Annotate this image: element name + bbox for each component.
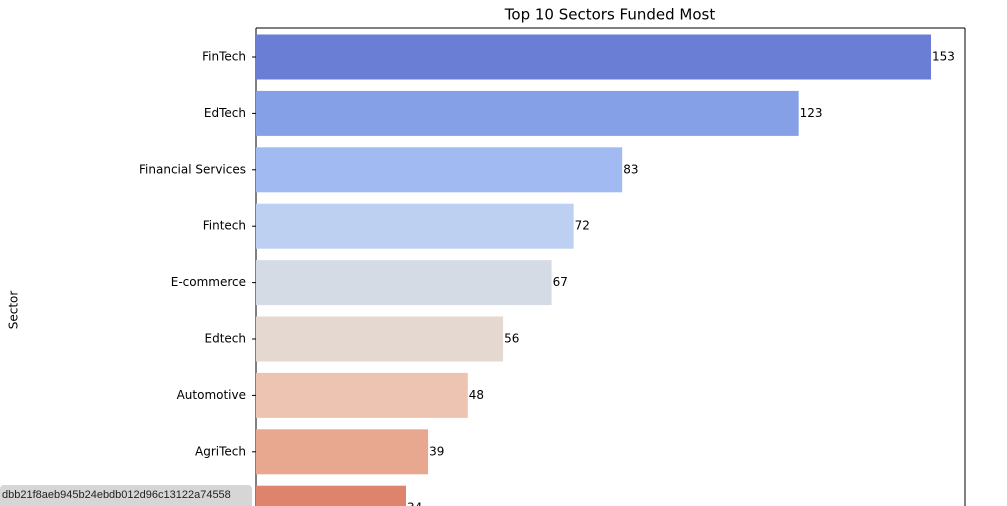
y-tick-label: Automotive (177, 388, 246, 402)
y-tick-label: AgriTech (195, 444, 246, 458)
data-label: 56 (504, 332, 519, 346)
chart-title: Top 10 Sectors Funded Most (504, 6, 716, 24)
bar (256, 485, 407, 506)
data-label: 67 (553, 275, 568, 289)
y-tick-label: Financial Services (139, 162, 246, 176)
y-tick-label: FinTech (202, 50, 246, 64)
bar (256, 316, 504, 362)
y-tick-label: Fintech (203, 219, 246, 233)
data-label: 72 (575, 219, 590, 233)
data-label: 39 (429, 444, 444, 458)
data-label: 153 (932, 50, 955, 64)
bar (256, 147, 623, 193)
data-label: 83 (623, 162, 638, 176)
bar (256, 429, 429, 475)
y-axis-label: Sector (7, 291, 21, 330)
y-tick-label: EdTech (204, 106, 246, 120)
y-tick-label: Edtech (205, 332, 247, 346)
y-tick-label: E-commerce (171, 275, 246, 289)
data-label: 48 (469, 388, 484, 402)
bar (256, 203, 574, 249)
bar (256, 372, 468, 418)
tooltip: dbb21f8aeb945b24ebdb012d96c13122a74558 (0, 485, 252, 506)
data-label: 34 (407, 501, 422, 506)
bar (256, 34, 932, 80)
bar (256, 260, 552, 306)
bar (256, 90, 799, 136)
data-label: 123 (800, 106, 823, 120)
